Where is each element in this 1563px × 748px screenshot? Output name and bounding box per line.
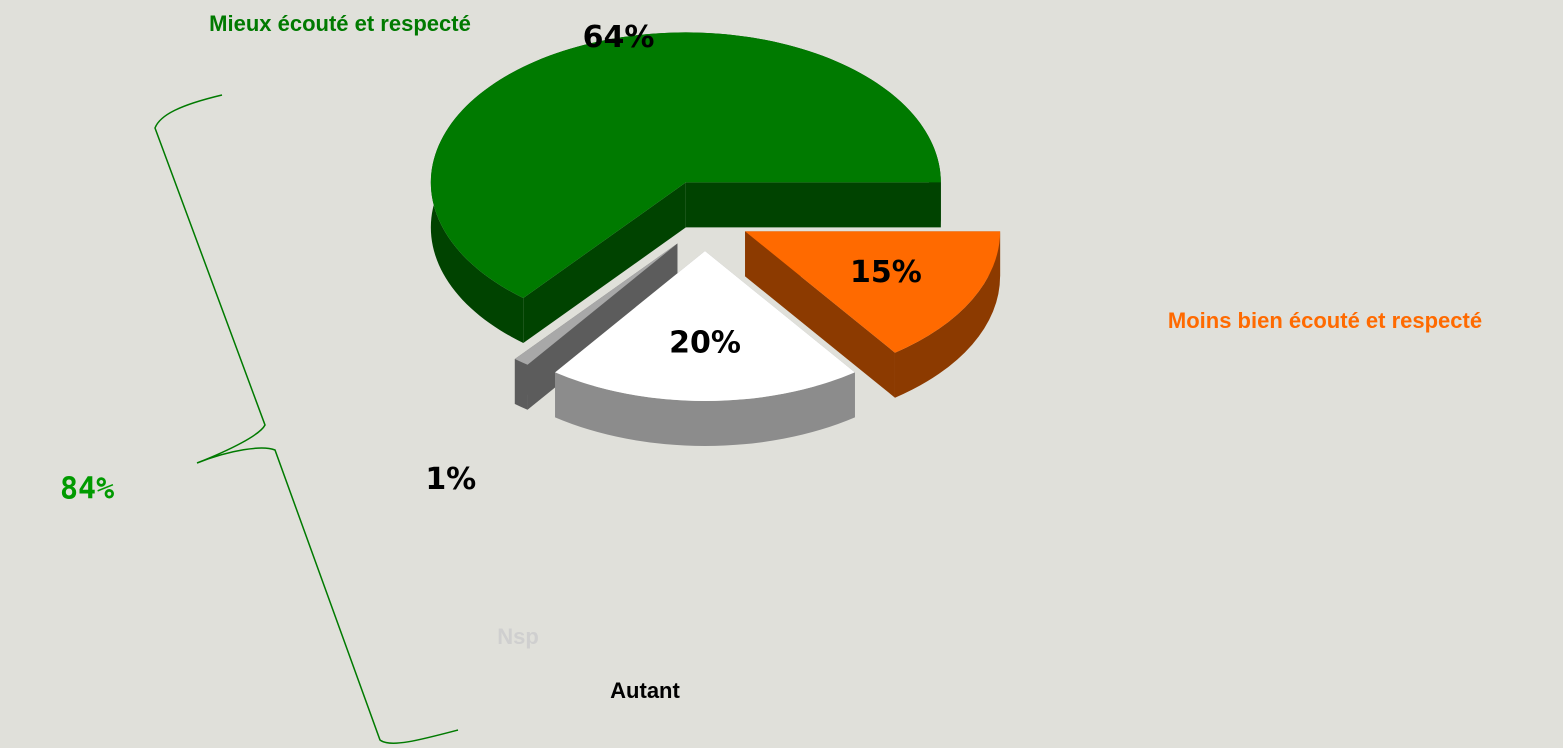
slice-side	[685, 182, 941, 228]
slice	[430, 32, 941, 299]
slice-side	[555, 372, 855, 447]
slice-side	[523, 182, 686, 344]
category-label: Mieux écouté et respecté	[209, 11, 471, 36]
category-label: Moins bien écouté et respecté	[1168, 308, 1482, 333]
slice	[555, 251, 855, 401]
slice-side	[514, 359, 528, 410]
value-label: 15%	[850, 255, 922, 290]
slice-side	[514, 243, 678, 405]
slice-side	[894, 231, 1001, 398]
slice-side	[430, 32, 941, 344]
value-label: 1%	[425, 462, 476, 497]
annotation: 84%	[60, 472, 114, 507]
slice	[514, 243, 678, 365]
slice-side	[745, 231, 895, 398]
category-label: Nsp	[497, 624, 539, 649]
brace	[154, 94, 459, 745]
slice	[745, 231, 1001, 353]
category-label: Autant	[610, 678, 680, 703]
value-label: 20%	[669, 326, 741, 361]
value-label: 64%	[583, 20, 655, 55]
